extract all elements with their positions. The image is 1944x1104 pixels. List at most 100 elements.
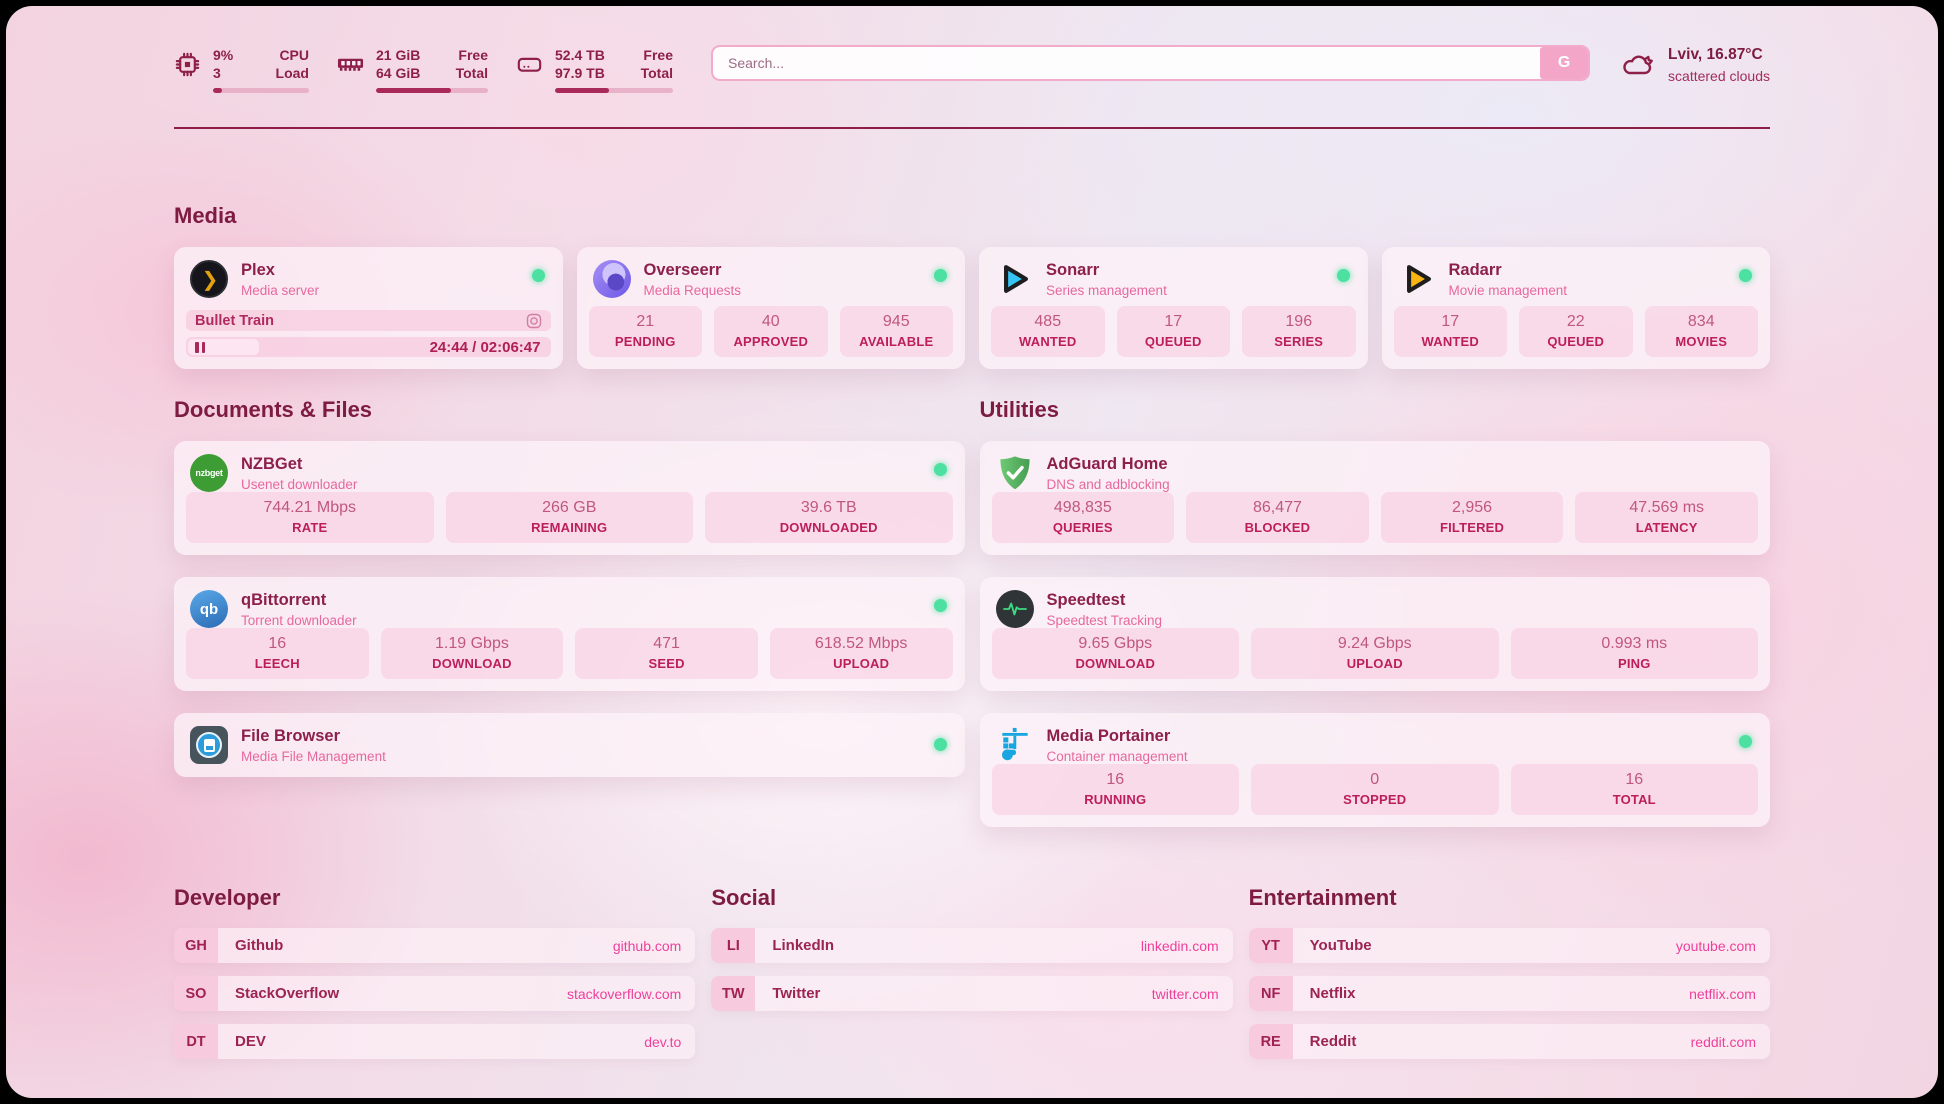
stat-box: 744.21 Mbps RATE [186,492,434,544]
link-name: Reddit [1309,1033,1357,1051]
app-subtitle: Movie management [1448,282,1568,298]
overseerr-card[interactable]: Overseerr Media Requests 21 PENDING 40 APP… [576,247,965,370]
disk-progress-bar [555,88,673,94]
now-playing-progress: 24:44 / 02:06:47 [186,336,551,358]
stat-box: 39.6 TB DOWNLOADED [705,492,953,544]
documents-column: Documents & Files nzbget NZBGet Usenet d… [174,397,965,778]
search-engine-button[interactable]: G [1540,47,1589,79]
search-input[interactable] [711,45,1591,81]
app-subtitle: DNS and adblocking [1046,476,1170,492]
disk-free-value: 52.4 TB [555,47,605,63]
disk-stat: 52.4 TB Free 97.9 TB Total [516,46,673,94]
link-name: DEV [235,1033,266,1051]
app-name: Speedtest [1046,590,1126,609]
stat-box: 485 WANTED [991,306,1105,358]
filebrowser-icon [190,726,228,765]
stat-box: 40 APPROVED [714,306,828,358]
stat-box: 17 WANTED [1393,306,1507,358]
section-title-media: Media [174,203,237,229]
link-url: netflix.com [1689,985,1756,1002]
link-badge: YT [1248,928,1293,964]
section-title-entertainment: Entertainment [1248,885,1397,911]
stat-box: 9.24 Gbps UPLOAD [1251,628,1499,680]
link-reddit[interactable]: RE Reddit reddit.com [1248,1024,1770,1060]
app-subtitle: Torrent downloader [241,612,357,628]
developer-section: Developer GH Github github.com SO StackO… [174,885,696,1072]
portainer-card[interactable]: Media Portainer Container management 16 R… [979,713,1770,828]
nzbget-card[interactable]: nzbget NZBGet Usenet downloader 744.21 M… [174,441,965,556]
link-youtube[interactable]: YT YouTube youtube.com [1248,928,1770,964]
app-subtitle: Speedtest Tracking [1046,612,1163,628]
stat-box: 16 RUNNING [991,764,1239,816]
section-title-utilities: Utilities [979,397,1059,423]
app-subtitle: Series management [1046,282,1167,298]
link-name: Twitter [772,985,821,1003]
link-url: linkedin.com [1140,937,1219,954]
speedtest-card[interactable]: Speedtest Speedtest Tracking 9.65 Gbps DO… [979,577,1770,692]
disk-free-label: Free [643,47,673,63]
app-name: NZBGet [241,454,303,473]
app-subtitle: Usenet downloader [241,476,358,492]
cpu-stat: 9% CPU 3 Load [174,46,309,94]
search-bar: G [711,45,1591,81]
app-name: Media Portainer [1046,726,1171,745]
ram-free-label: Free [458,47,488,63]
entertainment-section: Entertainment YT YouTube youtube.com NF … [1248,885,1770,1072]
link-url: github.com [612,937,682,954]
ram-total-label: Total [455,65,488,82]
link-twitter[interactable]: TW Twitter twitter.com [711,976,1233,1012]
stat-box: 22 QUEUED [1519,306,1633,358]
link-badge: DT [174,1024,218,1060]
weather-condition: scattered clouds [1668,68,1770,84]
speedtest-icon [995,590,1034,629]
app-subtitle: Media Requests [643,282,742,298]
utilities-column: Utilities [979,397,1770,828]
header-divider [174,127,1770,130]
cpu-progress-bar [213,88,309,94]
stat-box: 47.569 ms LATENCY [1575,492,1758,544]
overseerr-icon [592,260,631,299]
section-title-documents: Documents & Files [174,397,373,423]
stat-box: 9.65 Gbps DOWNLOAD [991,628,1239,680]
now-playing-title-row: Bullet Train [186,310,551,331]
stat-box: 2,956 FILTERED [1380,492,1564,544]
plex-icon: ❯ [190,260,228,299]
link-url: dev.to [644,1033,682,1050]
disk-total-value: 97.9 TB [555,65,605,82]
stat-box: 16 LEECH [186,628,369,680]
ram-stat: 21 GiB Free 64 GiB Total [337,46,488,94]
radarr-card[interactable]: Radarr Movie management 17 WANTED 22 QUEUE… [1381,247,1770,370]
stat-box: 618.52 Mbps UPLOAD [769,628,953,680]
link-netflix[interactable]: NF Netflix netflix.com [1248,976,1770,1012]
weather-widget: Lviv, 16.87°C scattered clouds [1620,42,1770,84]
qbittorrent-card[interactable]: qb qBittorrent Torrent downloader 16 LEEC… [174,577,965,692]
now-playing-media-icon [526,313,541,328]
status-dot [933,463,947,477]
link-badge: SO [174,976,218,1012]
pause-button[interactable] [195,341,205,353]
adguard-icon [996,454,1034,492]
plex-card[interactable]: ❯ Plex Media server Bullet Train [174,247,563,370]
stat-box: 21 PENDING [588,306,702,358]
cloud-icon [1623,55,1653,75]
link-github[interactable]: GH Github github.com [174,928,696,964]
nzbget-icon: nzbget [190,454,228,493]
filebrowser-card[interactable]: File Browser Media File Management [174,713,965,778]
qbittorrent-icon: qb [190,590,228,629]
app-name: Radarr [1448,260,1502,279]
link-linkedin[interactable]: LI LinkedIn linkedin.com [711,928,1233,964]
stat-box: 196 SERIES [1242,306,1356,358]
sonarr-card[interactable]: Sonarr Series management 485 WANTED 17 QUE… [979,247,1368,370]
adguard-card[interactable]: AdGuard Home DNS and adblocking 498,835 Q… [979,441,1770,556]
link-name: YouTube [1309,937,1372,955]
link-badge: RE [1248,1024,1293,1060]
stat-box: 498,835 QUERIES [991,492,1175,544]
stat-box: 945 AVAILABLE [839,306,953,358]
link-dev[interactable]: DT DEV dev.to [174,1024,696,1060]
status-dot [1739,735,1752,749]
cpu-load-value: 3 [213,65,221,82]
app-name: AdGuard Home [1046,454,1168,473]
stat-box: 16 TOTAL [1510,764,1758,816]
link-url: reddit.com [1690,1033,1756,1050]
link-stackoverflow[interactable]: SO StackOverflow stackoverflow.com [174,976,696,1012]
